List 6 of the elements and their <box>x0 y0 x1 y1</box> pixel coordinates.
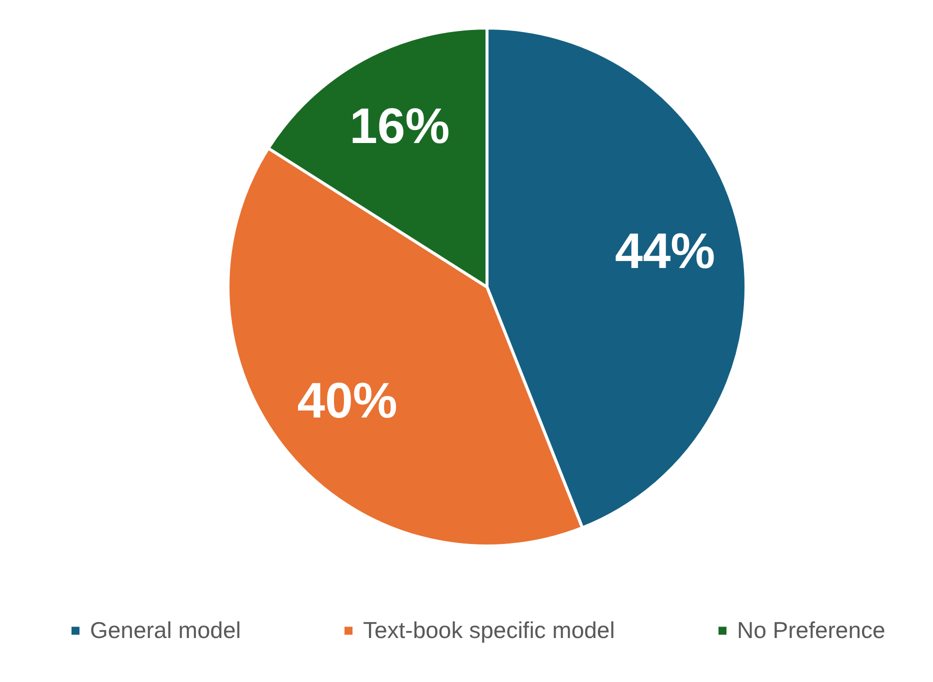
legend-label: Text-book specific model <box>363 616 615 643</box>
data-label: 16% <box>350 98 450 154</box>
legend-label: No Preference <box>737 616 886 643</box>
data-label: 40% <box>297 372 398 429</box>
data-label: 44% <box>615 223 716 280</box>
legend-label: General model <box>90 616 241 643</box>
